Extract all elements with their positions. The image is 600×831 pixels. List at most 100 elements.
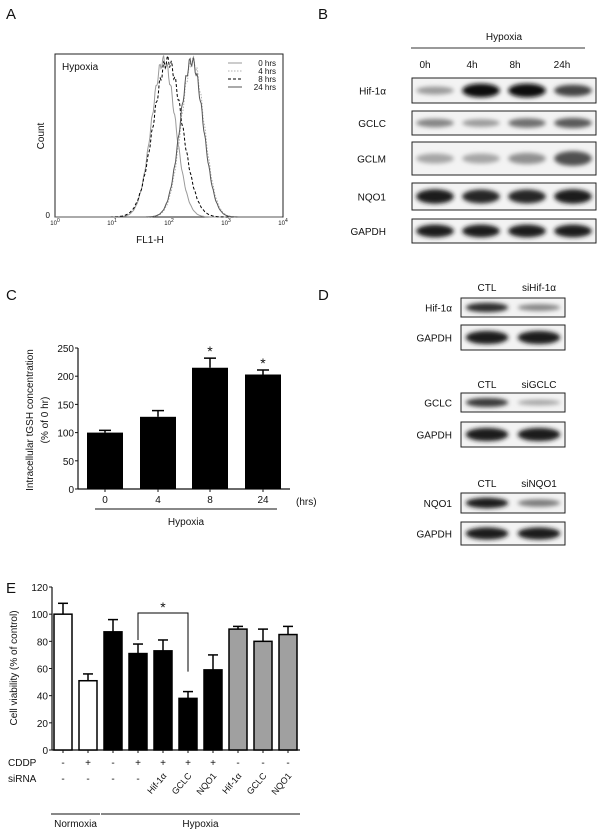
chart-e-bar <box>278 633 298 751</box>
blot-b-Hif-1α-band <box>416 86 454 95</box>
blot-b-row-label: GCLC <box>358 119 386 130</box>
histogram-x-tick: 100 <box>50 218 60 227</box>
blot-d-GCLC-membrane <box>460 392 566 413</box>
chart-c-x-tick-label: 8 <box>207 495 213 506</box>
blot-b-GAPDH-band <box>554 224 592 238</box>
chart-c-y-tick-label: 250 <box>57 344 74 355</box>
chart-e-sirna-value: NQO1 <box>194 771 218 797</box>
chart-e-group-label: Normoxia <box>54 819 97 830</box>
chart-e-y-tick-label: 100 <box>31 610 48 621</box>
blot-b-GCLM-band <box>508 152 546 165</box>
chart-c-y-tick-label: 200 <box>57 372 74 383</box>
chart-e-sirna-value: - <box>111 774 114 785</box>
blot-d-row-label: GAPDH <box>416 431 452 442</box>
chart-e-sirna-label: siRNA <box>8 774 37 785</box>
blot-d-row-label: GAPDH <box>416 334 452 345</box>
panel-label-a: A <box>6 6 16 23</box>
chart-e-y-tick-label: 20 <box>37 719 49 730</box>
bar-chart-c: Intracellular tGSH concentration (% of 0… <box>25 343 317 528</box>
histogram-panel-a: Hypoxia Count FL1-H 0 100 101 102 103 104 0 … <box>36 53 288 246</box>
panel-label-b: B <box>318 6 328 23</box>
chart-e-sirna-value: - <box>136 774 139 785</box>
histogram-x-tick: 104 <box>278 218 288 227</box>
chart-c-x-tick-label: 0 <box>102 495 108 506</box>
blot-b-NQO1-band <box>462 189 500 204</box>
blot-d-NQO1-band <box>517 499 561 507</box>
histogram-x-tick: 102 <box>164 218 174 227</box>
blot-b-lane-label: 4h <box>466 60 477 71</box>
legend-label: 4 hrs <box>258 67 276 76</box>
blot-b-NQO1-band <box>508 189 546 204</box>
blot-b-lane-label: 8h <box>509 60 520 71</box>
chart-e-cddp-label: CDDP <box>8 758 37 769</box>
blot-d-lane-label: CTL <box>478 283 497 294</box>
blot-d-lane-label: siHif-1α <box>522 283 556 294</box>
chart-e-cddp-value: + <box>160 758 166 769</box>
blot-d-GAPDH-band <box>465 527 509 540</box>
chart-e-sirna-value: GCLC <box>245 770 269 796</box>
blot-b-GCLC-band <box>508 118 546 128</box>
blot-d-GAPDH-band <box>465 330 509 345</box>
chart-e-bar <box>128 652 148 751</box>
chart-e-cddp-value: + <box>185 758 191 769</box>
histogram-frame <box>54 53 284 218</box>
histogram-x-tick: 101 <box>107 218 117 227</box>
histogram-series-24-hrs <box>55 57 283 218</box>
blot-b-NQO1-band <box>554 189 592 204</box>
blot-d-GCLC-band <box>517 399 561 406</box>
chart-c-ylabel-line2: (% of 0 hr) <box>40 397 51 444</box>
blot-d-Hif-1α-membrane <box>460 297 566 318</box>
blot-b-row-label: Hif-1α <box>359 87 386 98</box>
chart-e-cddp-value: - <box>261 758 264 769</box>
chart-e-bar <box>78 679 98 751</box>
panel-label-d: D <box>318 287 329 304</box>
chart-c-y-tick-label: 150 <box>57 400 74 411</box>
chart-e-sirna-value: Hif-1α <box>145 771 168 796</box>
chart-e-cddp-value: + <box>210 758 216 769</box>
blot-b-GAPDH-band <box>508 224 546 238</box>
blot-d-row-label: NQO1 <box>424 499 453 510</box>
chart-c-x-tick-label: 24 <box>257 495 269 506</box>
chart-e-y-tick-label: 60 <box>37 665 49 676</box>
western-blot-b: Hypoxia 0h 4h 8h 24h Hif-1α GCLC GCLM NQO1 GAPDH <box>350 32 597 244</box>
chart-c-significance: * <box>207 343 213 359</box>
chart-e-bar <box>53 613 73 751</box>
western-blot-d: CTL siHif-1α Hif-1α GAPDH CTL siGCLC GCLC GAPDH… <box>416 283 566 546</box>
blot-d-GAPDH-band <box>517 527 561 540</box>
chart-c-bar <box>140 416 176 489</box>
chart-e-group-label: Hypoxia <box>182 819 219 830</box>
blot-d-GAPDH-band <box>517 427 561 442</box>
blot-b-GCLC-band <box>416 118 454 128</box>
legend-label: 24 hrs <box>254 83 276 92</box>
chart-c-x-unit: (hrs) <box>296 497 317 508</box>
chart-e-cddp-value: + <box>85 758 91 769</box>
chart-c-bar <box>192 367 228 489</box>
blot-b-row-label: GAPDH <box>350 227 386 238</box>
chart-e-bar <box>153 650 173 751</box>
histogram-y-tick: 0 <box>46 211 51 220</box>
chart-e-y-tick-label: 120 <box>31 583 48 594</box>
blot-d-GCLC-band <box>465 397 509 408</box>
blot-d-Hif-1α-band <box>465 302 509 313</box>
blot-b-condition: Hypoxia <box>486 32 523 43</box>
chart-c-x-tick-label: 4 <box>155 495 161 506</box>
blot-d-NQO1-band <box>465 497 509 509</box>
legend-label: 0 hrs <box>258 59 276 68</box>
chart-e-sirna-value: Hif-1α <box>220 771 243 796</box>
chart-e-bar <box>103 631 123 751</box>
chart-c-y-tick-label: 100 <box>57 429 74 440</box>
blot-d-GAPDH-band <box>517 330 561 345</box>
chart-e-bar <box>228 628 248 751</box>
bar-chart-e: Cell viability (% of control) CDDP siRNA… <box>8 583 300 830</box>
blot-d-lane-label: siNQO1 <box>521 479 557 490</box>
blot-d-GAPDH-band <box>465 427 509 442</box>
chart-c-bar <box>245 374 281 489</box>
panel-label-c: C <box>6 287 17 304</box>
chart-e-y-tick-label: 0 <box>42 746 48 757</box>
blot-b-GCLM-band <box>416 153 454 164</box>
chart-e-significance-label: * <box>160 599 166 615</box>
chart-c-ylabel-line1: Intracellular tGSH concentration <box>25 349 36 491</box>
chart-e-sirna-value: - <box>61 774 64 785</box>
chart-e-cddp-value: - <box>236 758 239 769</box>
blot-d-row-label: GCLC <box>424 399 452 410</box>
